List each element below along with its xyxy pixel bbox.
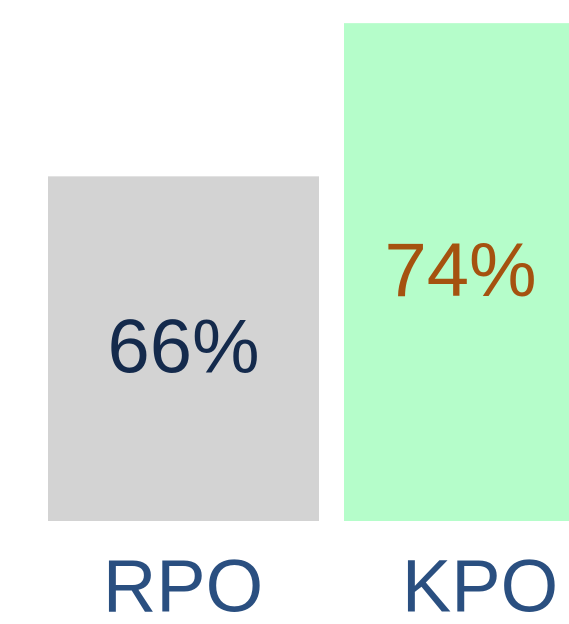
- value-label: 66%: [107, 305, 259, 390]
- bar: [344, 23, 569, 522]
- bar: [48, 176, 319, 522]
- category-label: KPO: [402, 545, 558, 624]
- value-label: 74%: [384, 228, 536, 313]
- category-label: RPO: [103, 545, 263, 624]
